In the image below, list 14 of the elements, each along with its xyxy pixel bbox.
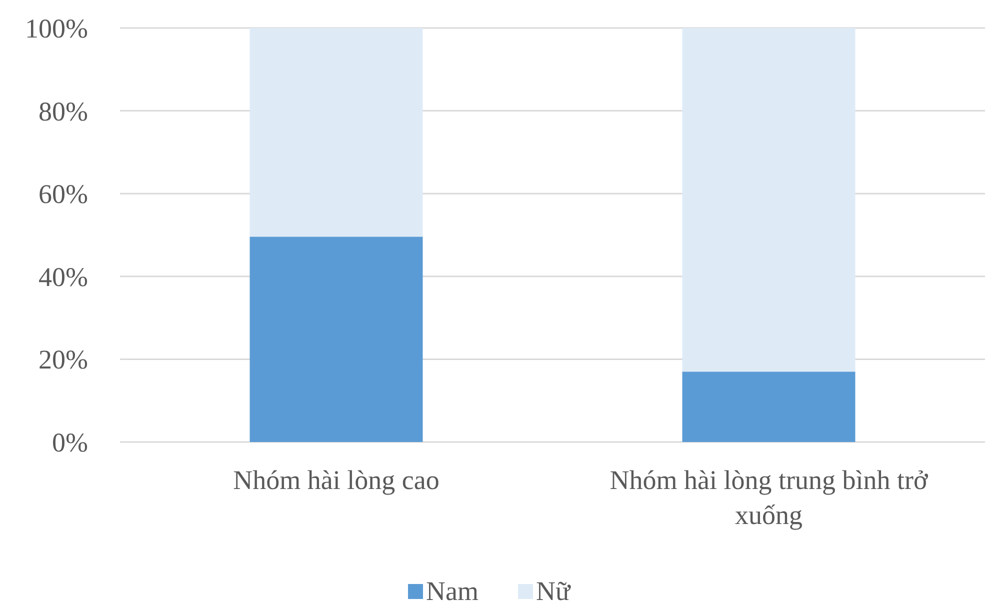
bar <box>250 28 423 237</box>
y-tick-label: 0% <box>52 427 88 458</box>
bar <box>250 236 423 442</box>
x-tick-label: Nhóm hài lòng trung bình trở xuống <box>610 465 928 530</box>
y-tick-label: 60% <box>38 179 88 210</box>
bar <box>682 372 856 442</box>
legend-label: Nữ <box>536 576 572 606</box>
y-tick-label: 100% <box>25 13 88 44</box>
legend-label: Nam <box>426 576 478 606</box>
y-tick-label: 80% <box>38 96 88 126</box>
y-tick-label: 40% <box>38 262 88 292</box>
x-tick-label: Nhóm hài lòng cao <box>233 465 440 495</box>
y-tick-label: 20% <box>38 344 88 375</box>
bar <box>682 28 856 372</box>
